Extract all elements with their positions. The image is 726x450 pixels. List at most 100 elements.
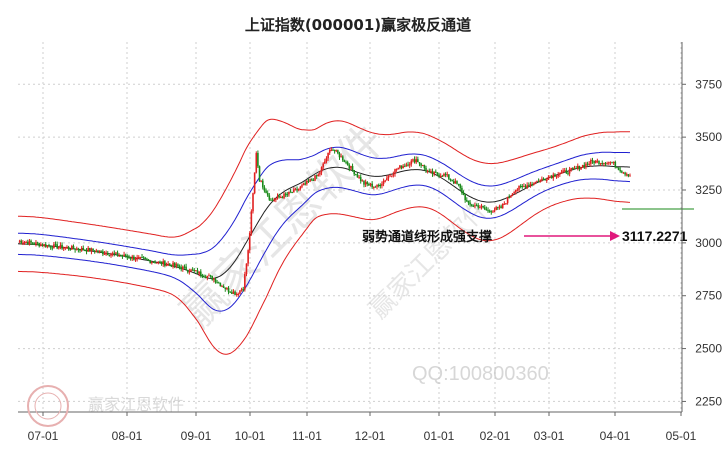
candle-body-111 bbox=[198, 271, 200, 274]
candle-body-69 bbox=[129, 258, 132, 260]
candle-body-362 bbox=[607, 162, 610, 164]
candle-body-325 bbox=[547, 177, 550, 180]
candle-body-220 bbox=[376, 184, 378, 187]
candle-body-370 bbox=[621, 171, 623, 173]
candle-body-296 bbox=[500, 206, 502, 209]
candle-body-214 bbox=[366, 182, 369, 184]
candle-body-243 bbox=[413, 159, 416, 163]
candle-body-315 bbox=[531, 183, 533, 185]
candle-body-353 bbox=[593, 161, 595, 164]
candle-body-338 bbox=[568, 169, 571, 174]
candle-body-347 bbox=[583, 165, 586, 168]
candle-body-366 bbox=[614, 161, 617, 168]
candle-body-268 bbox=[454, 181, 457, 184]
candle-body-316 bbox=[532, 183, 535, 185]
candle-body-165 bbox=[286, 194, 289, 196]
candle-body-138 bbox=[242, 289, 245, 291]
candle-body-326 bbox=[549, 176, 551, 178]
candle-body-38 bbox=[79, 249, 81, 251]
x-tick-label-7: 02-01 bbox=[480, 429, 511, 443]
candle-body-299 bbox=[505, 203, 507, 205]
x-tick-label-2: 09-01 bbox=[181, 429, 212, 443]
candle-body-65 bbox=[123, 254, 125, 257]
candle-body-278 bbox=[470, 204, 473, 206]
candle-body-305 bbox=[514, 190, 517, 193]
candle-body-68 bbox=[128, 257, 130, 259]
y-tick-label-0: 2250 bbox=[695, 394, 722, 408]
candle-body-210 bbox=[359, 177, 362, 182]
candle-body-295 bbox=[498, 206, 501, 208]
candle-body-71 bbox=[133, 256, 135, 260]
candle-body-199 bbox=[341, 156, 344, 161]
candle-body-349 bbox=[586, 163, 589, 165]
candle-body-163 bbox=[283, 193, 285, 198]
candle-body-274 bbox=[464, 194, 466, 201]
candle-body-121 bbox=[214, 278, 217, 283]
annotation-group: 弱势通道线形成强支撑 3117.2271 bbox=[362, 228, 688, 245]
candle-body-93 bbox=[168, 263, 171, 265]
candle-body-193 bbox=[332, 149, 334, 151]
candle-body-22 bbox=[53, 244, 55, 249]
candle-body-164 bbox=[284, 193, 287, 195]
candle-body-237 bbox=[403, 166, 406, 168]
candle-body-106 bbox=[190, 269, 192, 272]
candle-body-177 bbox=[306, 180, 308, 185]
candle-body-360 bbox=[604, 162, 607, 165]
candle-body-35 bbox=[74, 248, 76, 250]
candle-body-365 bbox=[612, 161, 615, 163]
candle-body-3 bbox=[22, 242, 24, 244]
candle-body-246 bbox=[418, 162, 421, 164]
candle-body-114 bbox=[203, 276, 205, 278]
candle-body-341 bbox=[573, 168, 576, 170]
candle-body-209 bbox=[358, 177, 360, 179]
candle-body-1 bbox=[18, 240, 21, 242]
candle-body-255 bbox=[433, 171, 435, 175]
candle-body-10 bbox=[33, 243, 36, 245]
candle-body-200 bbox=[343, 160, 346, 162]
candle-body-135 bbox=[237, 293, 240, 295]
candle-body-120 bbox=[213, 278, 215, 280]
candle-body-24 bbox=[56, 244, 58, 249]
candle-body-74 bbox=[137, 257, 140, 259]
candle-body-279 bbox=[472, 205, 475, 207]
candle-body-198 bbox=[340, 156, 342, 158]
candle-body-153 bbox=[266, 192, 269, 196]
candle-body-333 bbox=[560, 172, 563, 174]
candle-body-11 bbox=[35, 242, 37, 245]
candle-body-321 bbox=[541, 178, 543, 180]
candle-body-206 bbox=[353, 170, 355, 175]
candle-body-115 bbox=[204, 276, 207, 278]
candle-body-194 bbox=[333, 149, 336, 152]
candle-body-186 bbox=[320, 167, 323, 173]
candle-body-182 bbox=[314, 175, 316, 181]
candle-body-84 bbox=[154, 262, 156, 264]
candle-body-306 bbox=[516, 189, 519, 191]
candle-body-359 bbox=[603, 162, 605, 164]
candle-body-47 bbox=[93, 250, 96, 253]
candle-body-94 bbox=[170, 264, 173, 267]
candle-body-259 bbox=[439, 175, 442, 177]
candle-body-152 bbox=[265, 190, 267, 193]
candle-body-266 bbox=[451, 179, 453, 182]
candle-body-217 bbox=[371, 183, 373, 188]
candle-body-36 bbox=[75, 248, 78, 250]
candle-body-332 bbox=[559, 173, 561, 175]
candle-body-191 bbox=[328, 150, 331, 153]
candle-body-23 bbox=[54, 244, 57, 246]
candle-body-207 bbox=[355, 174, 357, 176]
candle-body-339 bbox=[570, 168, 573, 170]
candle-body-334 bbox=[562, 170, 564, 173]
candle-body-374 bbox=[627, 174, 630, 177]
candle-body-2 bbox=[20, 240, 23, 244]
candle-body-203 bbox=[348, 165, 351, 169]
candle-body-58 bbox=[111, 253, 114, 255]
candle-body-92 bbox=[167, 263, 169, 265]
candle-body-143 bbox=[250, 211, 253, 234]
candle-body-15 bbox=[41, 244, 44, 246]
candle-body-42 bbox=[85, 250, 88, 252]
candle-body-18 bbox=[46, 245, 49, 247]
candle-body-271 bbox=[459, 184, 462, 188]
candle-body-276 bbox=[467, 200, 470, 203]
band-outer-lower bbox=[17, 197, 631, 355]
candle-body-166 bbox=[288, 191, 290, 195]
